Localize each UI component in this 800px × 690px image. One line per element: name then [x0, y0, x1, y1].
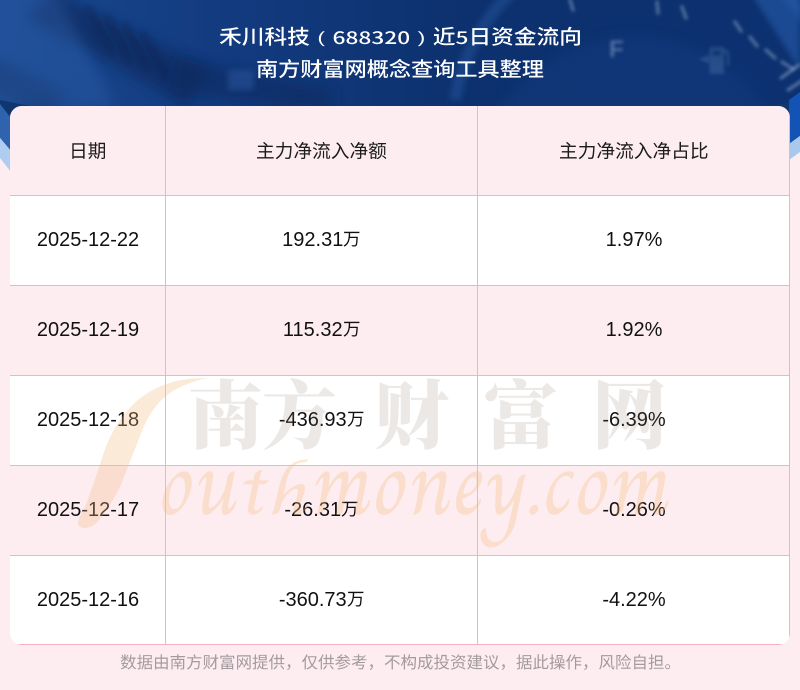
svg-text:F: F	[609, 36, 624, 63]
